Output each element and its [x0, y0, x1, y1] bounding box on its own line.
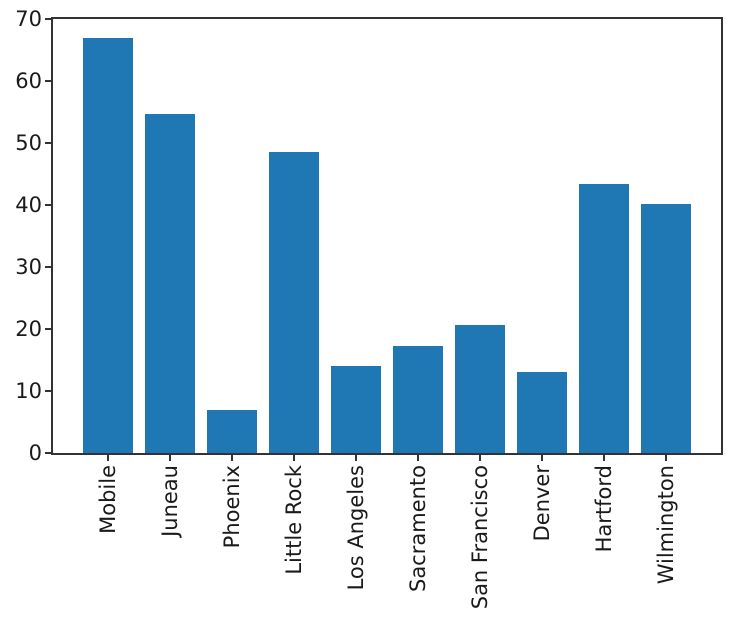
x-tick-mark — [107, 455, 109, 461]
x-tick-mark — [665, 455, 667, 461]
x-tick-label-sacramento: Sacramento — [406, 465, 430, 593]
y-tick-mark — [45, 328, 51, 330]
y-tick-mark — [45, 390, 51, 392]
x-tick-label-juneau: Juneau — [158, 465, 182, 537]
x-tick-mark — [293, 455, 295, 461]
x-tick-label-mobile: Mobile — [96, 465, 120, 534]
y-tick-mark — [45, 266, 51, 268]
x-tick-mark — [169, 455, 171, 461]
bar-denver — [517, 372, 567, 453]
y-tick-label: 50 — [15, 131, 42, 155]
y-tick-label: 20 — [15, 317, 42, 341]
x-tick-label-san-francisco: San Francisco — [468, 465, 492, 610]
bar-wilmington — [641, 204, 691, 453]
y-tick-label: 70 — [15, 7, 42, 31]
bar-san-francisco — [455, 325, 505, 453]
y-tick-label: 30 — [15, 255, 42, 279]
bar-phoenix — [207, 410, 257, 453]
x-tick-label-phoenix: Phoenix — [220, 465, 244, 549]
bar-hartford — [579, 184, 629, 453]
x-tick-label-los-angeles: Los Angeles — [344, 465, 368, 591]
x-tick-mark — [417, 455, 419, 461]
x-tick-mark — [479, 455, 481, 461]
x-tick-label-wilmington: Wilmington — [654, 465, 678, 585]
y-tick-mark — [45, 142, 51, 144]
x-tick-mark — [231, 455, 233, 461]
y-tick-mark — [45, 18, 51, 20]
y-tick-label: 40 — [15, 193, 42, 217]
x-tick-mark — [541, 455, 543, 461]
bar-mobile — [83, 38, 133, 453]
y-tick-mark — [45, 204, 51, 206]
y-tick-mark — [45, 80, 51, 82]
x-tick-label-hartford: Hartford — [592, 465, 616, 553]
y-tick-label: 10 — [15, 379, 42, 403]
bar-los-angeles — [331, 366, 381, 453]
y-tick-mark — [45, 452, 51, 454]
y-tick-label: 60 — [15, 69, 42, 93]
x-tick-label-little-rock: Little Rock — [282, 465, 306, 575]
x-tick-mark — [355, 455, 357, 461]
x-tick-mark — [603, 455, 605, 461]
y-tick-label: 0 — [28, 441, 42, 465]
bar-sacramento — [393, 346, 443, 453]
bar-juneau — [145, 114, 195, 453]
bar-little-rock — [269, 152, 319, 453]
plot-area — [51, 17, 723, 455]
x-tick-label-denver: Denver — [530, 465, 554, 542]
